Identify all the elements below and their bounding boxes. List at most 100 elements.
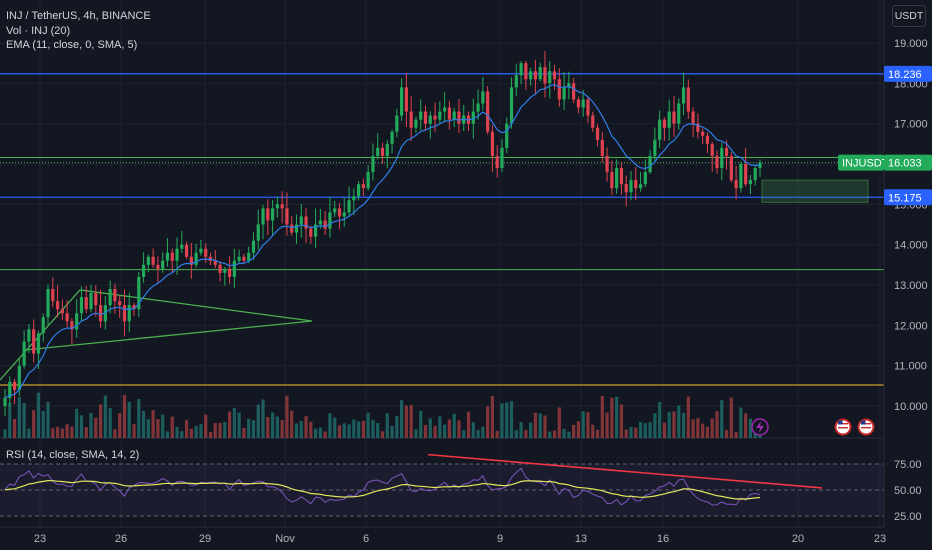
candle-body xyxy=(127,305,131,322)
volume-bar xyxy=(189,428,193,438)
candle-body xyxy=(744,164,748,185)
candle-body xyxy=(595,127,600,140)
candle-body xyxy=(691,111,695,124)
volume-bar xyxy=(543,415,547,438)
event-icons[interactable] xyxy=(751,418,875,436)
price-axis[interactable]: 19.00018.00017.00016.00015.00014.00013.0… xyxy=(883,0,932,550)
volume-bar xyxy=(729,397,733,438)
candle-body xyxy=(227,268,232,277)
volume-bar xyxy=(452,413,456,438)
candle-body xyxy=(600,139,604,156)
candle-body xyxy=(701,131,705,136)
candle-body xyxy=(347,200,351,213)
candle-body xyxy=(294,224,299,233)
candle-body xyxy=(12,381,17,390)
candle-body xyxy=(610,172,614,189)
volume-bar xyxy=(653,413,657,438)
volume-bar xyxy=(79,415,84,438)
volume-bar xyxy=(84,427,88,438)
volume-bar xyxy=(720,400,724,438)
time-tick-label: 20 xyxy=(792,533,804,545)
volume-bar xyxy=(127,401,131,438)
candle-body xyxy=(615,168,619,189)
volume-bar xyxy=(586,412,590,438)
volume-bar xyxy=(337,425,342,438)
candle-body xyxy=(60,309,64,314)
candle-body xyxy=(309,228,313,237)
candle-body xyxy=(199,248,203,253)
candle-body xyxy=(32,329,36,354)
rsi-tick-label: 75.00 xyxy=(894,459,922,471)
volume-bar xyxy=(572,424,576,438)
volume-bar xyxy=(610,397,614,438)
volume-bar xyxy=(509,401,514,438)
candlesticks xyxy=(3,51,762,416)
currency-button[interactable]: USDT xyxy=(892,5,926,27)
candle-body xyxy=(739,164,743,189)
candle-body xyxy=(337,208,342,217)
volume-bar xyxy=(132,424,136,438)
volume-bar xyxy=(624,429,628,438)
candle-body xyxy=(290,224,294,233)
candle-body xyxy=(84,297,88,310)
volume-bar xyxy=(457,420,461,438)
candle-body xyxy=(237,256,241,261)
candle-body xyxy=(299,216,303,225)
volume-bar xyxy=(581,411,585,438)
volume-bar xyxy=(113,429,117,438)
rsi-tick-label: 25.00 xyxy=(894,511,922,523)
candle-body xyxy=(79,297,84,314)
time-tick-label: 26 xyxy=(115,533,127,545)
volume-bar xyxy=(591,424,595,438)
candle-body xyxy=(514,75,518,88)
ema-legend[interactable]: EMA (11, close, 0, SMA, 5) xyxy=(6,39,138,51)
volume-bar xyxy=(380,431,385,438)
volume-bar xyxy=(724,429,729,438)
price-tick-label: 17.000 xyxy=(894,119,928,131)
candle-body xyxy=(705,135,710,144)
us-flag-icon-stripe xyxy=(838,423,848,425)
volume-bar xyxy=(404,405,408,438)
price-tick-label: 12.000 xyxy=(894,320,928,332)
candle-body xyxy=(734,180,738,189)
rsi-line xyxy=(4,467,761,506)
candle-body xyxy=(36,333,41,354)
time-tick-label: 23 xyxy=(874,533,886,545)
volume-bar xyxy=(734,431,738,438)
volume-legend[interactable]: Vol · INJ (20) xyxy=(6,24,71,37)
volume-bar xyxy=(691,419,695,438)
candle-body xyxy=(538,67,542,80)
volume-bar xyxy=(495,430,499,438)
candle-body xyxy=(524,63,528,80)
us-flag-icon-stripe xyxy=(838,427,848,429)
volume-bar xyxy=(156,419,160,438)
volume-bar xyxy=(361,420,365,438)
candle-body xyxy=(208,256,213,261)
volume-bar xyxy=(218,422,222,438)
volume-bar xyxy=(266,417,270,438)
volume-bar xyxy=(51,428,55,438)
time-axis[interactable]: 23 26 29 Nov 6 9 13 16 20 23 xyxy=(0,526,932,550)
candle-body xyxy=(409,111,413,128)
volume-bar xyxy=(705,426,710,438)
volume-bar xyxy=(208,431,213,438)
horizontal-levels xyxy=(0,73,884,386)
volume-bar xyxy=(605,412,609,438)
volume-bar xyxy=(490,396,495,438)
volume-bar xyxy=(514,429,518,438)
candle-body xyxy=(753,168,757,181)
time-tick-label: 23 xyxy=(34,533,46,545)
rsi-pane xyxy=(0,453,884,517)
candle-body xyxy=(557,79,561,100)
candle-body xyxy=(715,155,719,169)
volume-bar xyxy=(505,402,509,438)
price-tick-label: 19.000 xyxy=(894,38,928,50)
volume-bar xyxy=(70,426,74,438)
volume-bar xyxy=(108,408,112,438)
symbol-title[interactable]: INJ / TetherUS, 4h, BINANCE xyxy=(6,10,151,22)
rsi-legend[interactable]: RSI (14, close, SMA, 14, 2) xyxy=(6,449,140,461)
candle-body xyxy=(576,99,581,108)
last-price-tag: 16.033 xyxy=(888,158,922,170)
lower-level-tag: 15.175 xyxy=(888,192,922,204)
